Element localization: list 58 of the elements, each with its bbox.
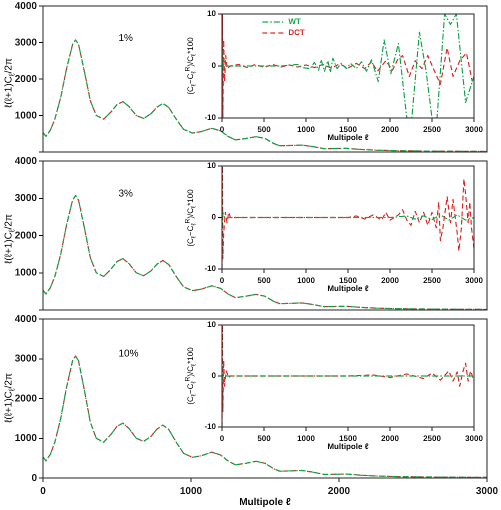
y-tick-label: 3000 <box>14 37 38 48</box>
x-axis-title: Multipole ℓ <box>239 497 291 508</box>
x-tick-label: 1500 <box>339 276 358 286</box>
y-tick-label: 10 <box>207 9 217 18</box>
y-tick-label: 2000 <box>14 393 38 404</box>
y-tick-label: 4000 <box>14 314 38 325</box>
y-tick-label: 0 <box>31 472 38 484</box>
x-tick-label: 2500 <box>423 276 442 286</box>
y-tick-label: 2000 <box>14 74 38 85</box>
x-tick-label: 0 <box>220 125 225 134</box>
x-tick-label: 1000 <box>297 276 316 286</box>
x-tick-label: 1000 <box>297 125 316 134</box>
y-tick-label: -10 <box>204 422 217 432</box>
y-tick-label: 3000 <box>14 193 38 204</box>
x-tick-label: 0 <box>220 434 225 444</box>
x-tick-label: 3000 <box>465 276 484 286</box>
y-tick-label: -10 <box>204 264 217 274</box>
x-tick-label: 3000 <box>476 486 499 497</box>
y-tick-label: 1000 <box>14 268 38 278</box>
x-tick-label: 1500 <box>339 434 358 444</box>
x-tick-label: 1500 <box>339 125 358 134</box>
y-tick-label: -10 <box>204 113 217 122</box>
y-tick-label: 2000 <box>14 230 38 242</box>
line-series <box>43 39 487 152</box>
x-tick-label: 500 <box>257 125 272 134</box>
x-tick-label: 0 <box>40 486 46 497</box>
x-tick-label: 500 <box>257 434 272 444</box>
x-tick-label: 1000 <box>180 486 203 497</box>
x-tick-label: 2000 <box>381 276 400 286</box>
y-tick-label: 3000 <box>14 354 38 364</box>
y-tick-label: 10 <box>207 161 217 170</box>
x-tick-label: 2000 <box>381 434 400 444</box>
annotation: 1% <box>118 32 134 44</box>
annotation: 10% <box>118 348 139 360</box>
x-tick-label: 3000 <box>465 125 484 134</box>
annotation: 3% <box>118 188 134 200</box>
x-tick-label: 2000 <box>381 125 400 134</box>
x-axis-title: Multipole ℓ <box>327 133 369 142</box>
x-tick-label: 0 <box>220 276 225 286</box>
x-tick-label: 2000 <box>328 486 351 497</box>
x-tick-label: 3000 <box>465 434 484 444</box>
line-series <box>222 166 474 269</box>
y-tick-label: 1000 <box>14 110 38 122</box>
y-tick-label: 0 <box>212 212 217 222</box>
x-tick-label: 1000 <box>297 434 316 444</box>
y-tick-label: 0 <box>212 61 217 70</box>
x-tick-label: 2500 <box>423 434 442 444</box>
y-tick-label: 4000 <box>14 156 38 167</box>
x-axis-title: Multipole ℓ <box>327 442 369 451</box>
legend-label: DCT <box>288 28 305 38</box>
y-tick-label: 4000 <box>14 0 38 12</box>
x-tick-label: 2500 <box>423 125 442 134</box>
x-axis-title: Multipole ℓ <box>327 284 369 293</box>
y-tick-label: 0 <box>212 371 217 380</box>
x-tick-label: 500 <box>257 276 272 286</box>
legend-label: WT <box>288 17 301 26</box>
line-series <box>222 325 474 427</box>
y-tick-label: 10 <box>207 320 217 330</box>
